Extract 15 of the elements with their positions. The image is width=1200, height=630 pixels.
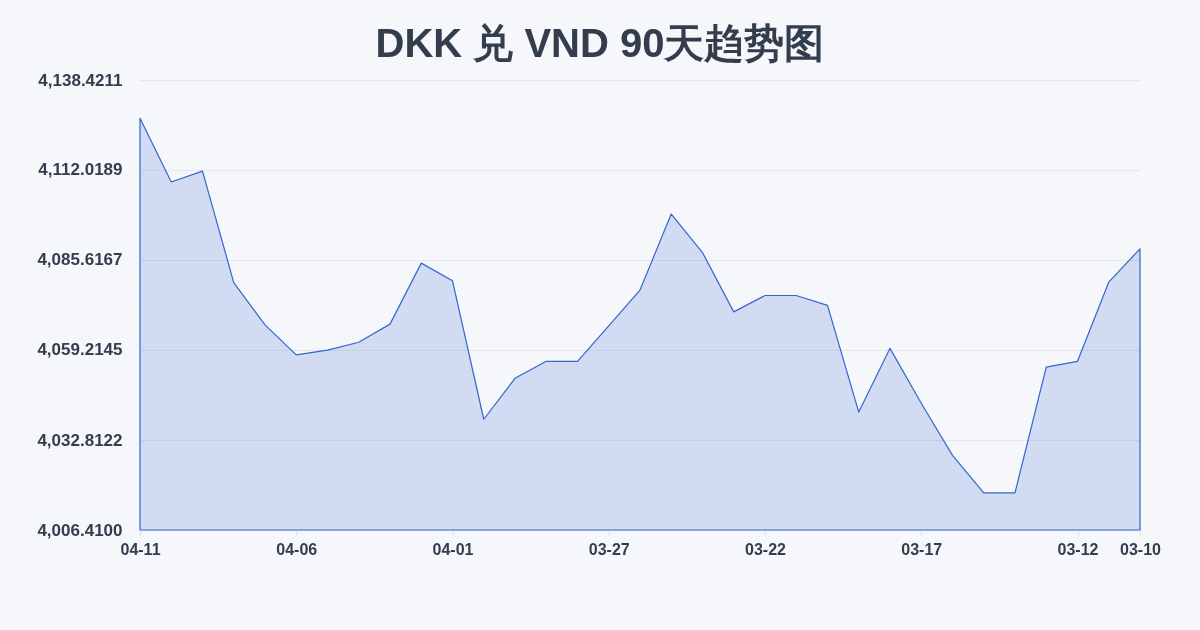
x-tick-label: 03-17 bbox=[901, 540, 943, 558]
x-tick-label: 04-01 bbox=[432, 540, 474, 558]
x-tick-label: 03-27 bbox=[588, 540, 630, 558]
y-tick-label: 4,059.2145 bbox=[37, 340, 123, 360]
x-tick-label: 03-10 bbox=[1120, 540, 1162, 558]
y-tick-label: 4,032.8122 bbox=[37, 430, 123, 450]
x-tick-label: 04-11 bbox=[120, 540, 161, 558]
y-tick-label: 4,112.0189 bbox=[38, 160, 123, 180]
x-tick-label: 03-12 bbox=[1057, 540, 1099, 558]
chart-title: DKK 兑 VND 90天趋势图 bbox=[375, 21, 825, 65]
y-tick-label: 4,006.4100 bbox=[37, 520, 123, 540]
y-tick-label: 4,138.4211 bbox=[38, 70, 123, 90]
x-tick-label: 04-06 bbox=[276, 540, 318, 558]
x-tick-label: 03-22 bbox=[745, 540, 787, 558]
y-tick-label: 4,085.6167 bbox=[37, 250, 123, 270]
